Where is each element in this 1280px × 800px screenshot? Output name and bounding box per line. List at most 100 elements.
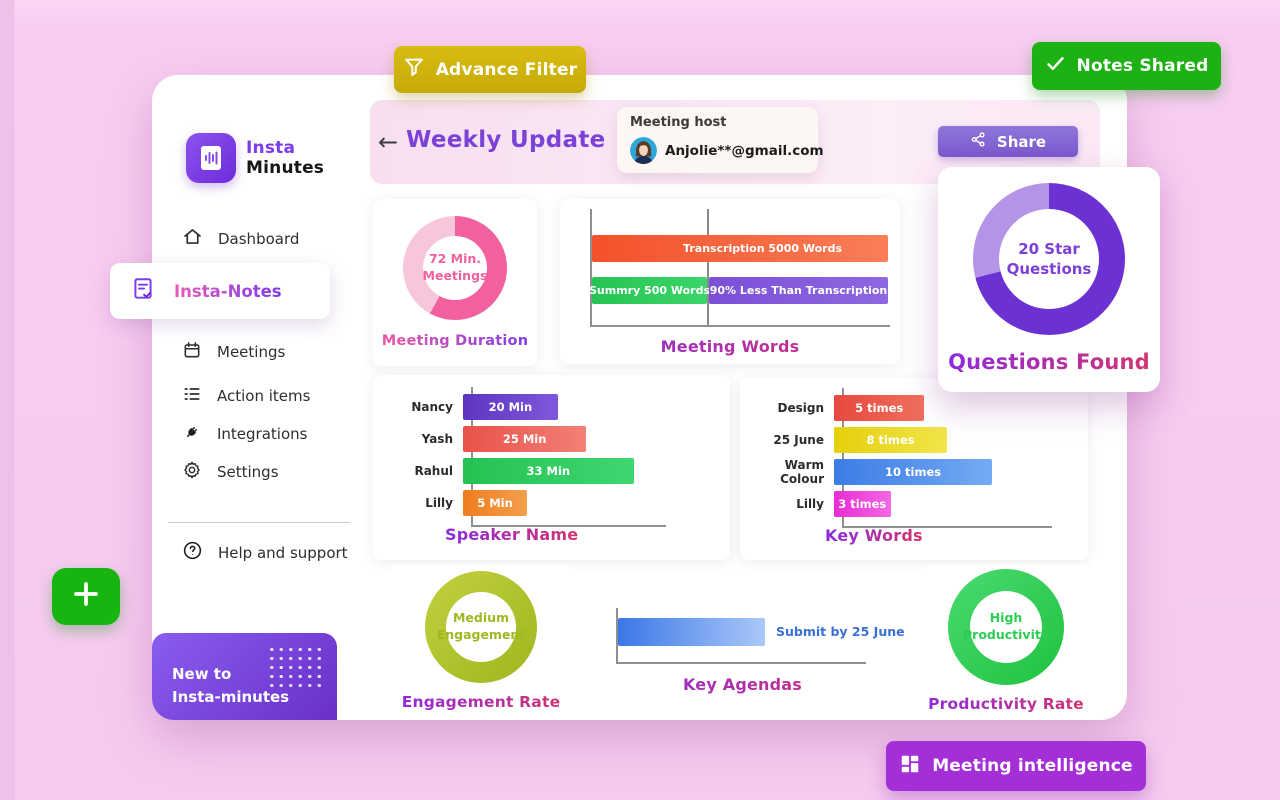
sidebar-divider (168, 522, 350, 523)
questions-found-card: 20 Star Questions Questions Found (938, 167, 1160, 392)
chart-title: Speaker Name (445, 525, 579, 544)
sidebar-item-label: Settings (217, 463, 279, 481)
chart-title: Key Words (825, 526, 923, 545)
promo-new-to-insta-minutes[interactable]: New to Insta-minutes (152, 633, 337, 720)
meeting-duration-card: 72 Min. Meetings Meeting Duration (373, 199, 537, 366)
meeting-intelligence-button[interactable]: Meeting intelligence (886, 741, 1146, 791)
chart-title: Productivity Rate (920, 695, 1092, 713)
chart-title: Questions Found (938, 350, 1160, 374)
donut-center-line2: Meetings (422, 268, 488, 283)
sidebar-item-label: Help and support (218, 543, 348, 562)
bar-transcription: Transcription 5000 Words (592, 235, 888, 262)
meeting-intelligence-label: Meeting intelligence (932, 756, 1133, 776)
calendar-icon (182, 340, 202, 364)
brand-logo: Insta Minutes (186, 133, 324, 183)
productivity-rate-donut: High Productivity (948, 569, 1064, 685)
share-label: Share (996, 132, 1047, 151)
bar-25-june: 8 times (834, 427, 947, 453)
chart-title: Meeting Words (560, 337, 900, 356)
bar-rahul: 33 Min (463, 458, 634, 484)
sidebar-item-dashboard[interactable]: Dashboard (182, 226, 299, 251)
bar-less-than: 90% Less Than Transcription (709, 277, 888, 304)
productivity-rate-card: High Productivity Productivity Rate (920, 565, 1092, 720)
bar-yash: 25 Min (463, 426, 587, 452)
chart-title: Meeting Duration (373, 333, 537, 349)
dots-pattern (267, 645, 323, 691)
bar-label: Warm Colour (780, 458, 824, 486)
host-email: Anjolie**@gmail.com (665, 142, 824, 159)
bar-agenda-label: Submit by 25 June (776, 624, 905, 639)
sidebar-item-label: Meetings (217, 343, 286, 361)
donut-center-line1: 20 Star (1018, 239, 1080, 258)
bar-label: Yash (421, 432, 453, 446)
brand-name: Insta Minutes (246, 138, 324, 178)
meeting-host-card: Meeting host Anjolie**@gmail.com (617, 107, 824, 173)
page-title: Weekly Update (406, 127, 606, 153)
filter-funnel-icon (403, 56, 425, 83)
engagement-rate-card: Medium Engagement Engagement Rate (390, 565, 572, 720)
gear-icon (182, 460, 202, 484)
sidebar-item-label: Integrations (217, 425, 308, 443)
speaker-name-chart: Nancy 20 Min Yash 25 Min Rahul 33 Min Li… (383, 387, 700, 527)
chart-title: Engagement Rate (390, 693, 572, 711)
bar-lilly-kw: 3 times (834, 491, 891, 517)
share-icon (970, 131, 987, 152)
questions-found-donut: 20 Star Questions (973, 183, 1125, 335)
advance-filter-label: Advance Filter (435, 59, 578, 80)
bar-label: Rahul (414, 464, 453, 478)
donut-center-line1: High (989, 610, 1023, 626)
add-button[interactable] (52, 568, 120, 625)
bar-label: Nancy (411, 400, 453, 414)
promo-line1: New to (172, 665, 232, 683)
meeting-duration-donut: 72 Min. Meetings (403, 216, 507, 320)
donut-center-line1: Medium (452, 610, 510, 626)
advance-filter-button[interactable]: Advance Filter (394, 46, 586, 93)
key-words-card: Design 5 times 25 June 8 times Warm Colo… (740, 378, 1088, 560)
check-icon (1045, 53, 1066, 79)
sidebar-item-label: Dashboard (218, 229, 300, 248)
donut-center-line2: Productivity (963, 627, 1049, 642)
plug-icon (182, 422, 202, 446)
donut-center-line2: Questions (1006, 260, 1092, 278)
key-words-chart: Design 5 times 25 June 8 times Warm Colo… (746, 388, 1060, 528)
key-agendas-chart: Submit by 25 June (616, 608, 905, 664)
sidebar-item-label: Action items (217, 387, 311, 405)
donut-center-line2: Engagement (436, 627, 526, 642)
insta-minutes-logo-icon (186, 133, 236, 183)
notes-shared-label: Notes Shared (1076, 56, 1209, 76)
bar-label: 25 June (773, 433, 824, 447)
sidebar-item-settings[interactable]: Settings (182, 460, 279, 484)
sidebar-item-insta-notes[interactable]: Insta-Notes (110, 263, 330, 319)
sidebar-item-meetings[interactable]: Meetings (182, 340, 285, 364)
promo-text: New to Insta-minutes (172, 663, 289, 708)
back-arrow-icon[interactable]: ← (378, 128, 399, 156)
chart-title: Key Agendas (585, 675, 900, 694)
home-icon (182, 226, 203, 251)
bar-nancy: 20 Min (463, 394, 558, 420)
share-button[interactable]: Share (938, 126, 1078, 157)
sidebar-item-label: Insta-Notes (174, 281, 282, 301)
plus-icon (71, 579, 101, 614)
key-agendas-card: Submit by 25 June Key Agendas (585, 570, 905, 720)
sidebar-item-action-items[interactable]: Action items (182, 384, 310, 408)
meeting-words-card: Transcription 5000 Words Summry 500 Word… (560, 199, 900, 364)
promo-line2: Insta-minutes (172, 687, 290, 706)
sidebar-item-help[interactable]: Help and support (182, 540, 348, 565)
bar-warm-colour: 10 times (834, 459, 993, 485)
bar-summary: Summry 500 Words (589, 277, 710, 304)
bar-agenda (618, 618, 765, 646)
donut-center-line1: 72 Min. (428, 251, 482, 267)
sidebar-item-integrations[interactable]: Integrations (182, 422, 307, 446)
brand-line1: Insta (246, 138, 296, 158)
meeting-words-chart: Transcription 5000 Words Summry 500 Word… (589, 209, 890, 327)
notes-shared-button[interactable]: Notes Shared (1032, 42, 1221, 90)
bar-label: Lilly (796, 497, 824, 511)
meeting-host-label: Meeting host (630, 115, 727, 130)
list-icon (182, 384, 202, 408)
speaker-name-card: Nancy 20 Min Yash 25 Min Rahul 33 Min Li… (373, 375, 730, 560)
grid-icon (899, 753, 921, 780)
bar-label: Lilly (425, 496, 453, 510)
bar-label: Design (777, 401, 825, 415)
engagement-rate-donut: Medium Engagement (425, 571, 537, 683)
bar-lilly: 5 Min (463, 490, 527, 516)
